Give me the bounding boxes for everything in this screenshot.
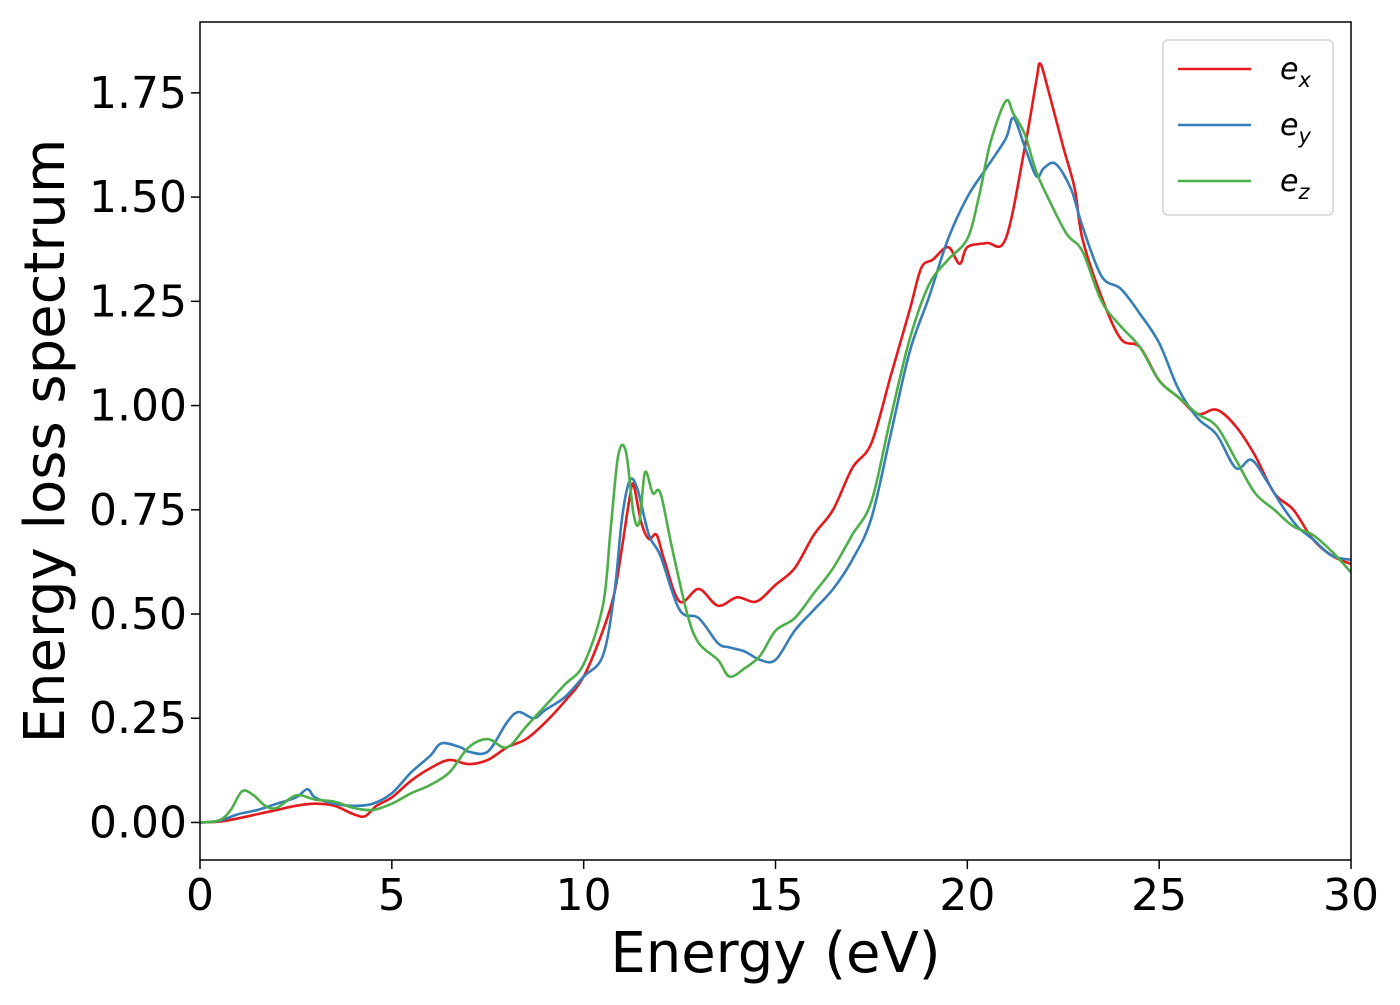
series-line-x: [200, 62, 1351, 824]
x-axis-title: Energy (eV): [610, 921, 940, 986]
x-axis-ticks: 0 5 10 15 20 25 30: [186, 860, 1379, 921]
y-axis-ticks: 0.00 0.25 0.50 0.75 1.00 1.25 1.50 1.75: [89, 68, 200, 848]
series-line-z: [200, 98, 1351, 824]
y-tick-label: 1.50: [89, 172, 187, 223]
x-tick-label: 30: [1323, 870, 1379, 921]
y-tick-label: 1.00: [89, 381, 187, 432]
legend-item: ez: [1178, 164, 1310, 204]
y-tick-label: 1.25: [89, 276, 187, 327]
x-tick-label: 5: [378, 870, 406, 921]
y-tick-label: 0.00: [89, 797, 187, 848]
y-axis-title: Energy loss spectrum: [13, 139, 78, 744]
y-tick-label: 0.75: [89, 485, 187, 536]
x-tick-label: 25: [1131, 870, 1187, 921]
x-tick-label: 15: [748, 870, 804, 921]
legend-frame: [1162, 39, 1334, 216]
series-line-y: [200, 116, 1351, 824]
legend-label: ez: [1280, 164, 1310, 204]
legend-label: ex: [1280, 52, 1311, 92]
legend-label: ey: [1280, 108, 1311, 148]
x-tick-label: 10: [556, 870, 612, 921]
x-tick-label: 20: [939, 870, 995, 921]
x-tick-label: 0: [186, 870, 214, 921]
legend-item: ex: [1178, 52, 1311, 92]
y-tick-label: 1.75: [89, 68, 187, 119]
legend-item: ey: [1178, 108, 1311, 148]
series-layer: [200, 62, 1351, 824]
y-tick-label: 0.25: [89, 693, 187, 744]
y-tick-label: 0.50: [89, 589, 187, 640]
legend: ex ey ez: [1162, 39, 1334, 216]
